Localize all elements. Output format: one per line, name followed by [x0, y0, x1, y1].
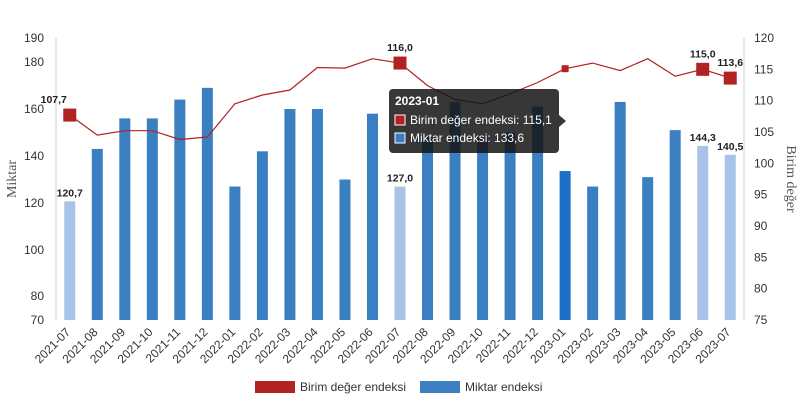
bar-miktar	[91, 148, 103, 320]
bar-data-label: 144,3	[690, 132, 716, 144]
right-axis-title: Birim değer	[783, 145, 798, 213]
bar-miktar	[284, 109, 296, 320]
bar-miktar	[532, 106, 544, 321]
bar-miktar	[614, 101, 626, 320]
bar-miktar	[449, 101, 461, 320]
tooltip: 2023-01 Birim değer endeksi: 115,1 Miktar …	[389, 89, 566, 153]
bar-miktar	[229, 186, 241, 320]
bar-miktar	[697, 145, 709, 320]
tooltip-swatch	[394, 132, 406, 144]
tooltip-title: 2023-01	[395, 94, 439, 108]
bar-miktar	[669, 130, 681, 320]
bar-miktar	[119, 118, 131, 321]
right-tick-label: 105	[754, 125, 774, 139]
bar-miktar	[146, 118, 158, 321]
line-marker	[63, 108, 77, 122]
left-tick-label: 100	[24, 243, 44, 257]
right-tick-label: 85	[754, 250, 768, 264]
bar-miktar	[587, 186, 599, 320]
legend: Birim değer endeksi Miktar endeksi	[255, 380, 542, 394]
tooltip-swatch	[394, 114, 406, 126]
bar-miktar	[724, 154, 736, 320]
bar-miktar	[504, 132, 516, 320]
left-tick-label: 70	[31, 313, 45, 327]
line-marker	[393, 56, 407, 70]
right-tick-label: 100	[754, 156, 774, 170]
left-tick-label: 120	[24, 196, 44, 210]
bar-miktar	[256, 151, 268, 320]
right-tick-label: 80	[754, 282, 768, 296]
bar-miktar	[422, 137, 434, 320]
legend-label: Miktar endeksi	[465, 380, 542, 394]
left-tick-label: 180	[24, 55, 44, 69]
legend-swatch	[420, 381, 460, 393]
right-tick-label: 120	[754, 31, 774, 45]
line-data-label: 107,7	[41, 94, 67, 106]
left-axis-title: Miktar	[5, 160, 20, 198]
bar-miktar	[201, 87, 213, 320]
line-marker	[696, 62, 710, 76]
right-tick-label: 115	[754, 62, 773, 76]
bar-miktar	[559, 171, 571, 320]
right-tick-label: 75	[754, 313, 768, 327]
bar-miktar	[64, 201, 76, 320]
bar-data-label: 120,7	[57, 187, 83, 199]
line-data-label: 116,0	[387, 42, 413, 54]
line-marker	[723, 71, 737, 85]
bars-layer	[64, 87, 736, 321]
tooltip-caret	[559, 115, 566, 127]
line-layer	[63, 56, 737, 141]
bar-miktar	[477, 137, 489, 320]
legend-label: Birim değer endeksi	[300, 380, 406, 394]
line-data-label: 113,6	[717, 57, 743, 69]
line-marker	[561, 65, 569, 73]
bar-data-label: 127,0	[387, 173, 413, 185]
right-tick-label: 90	[754, 219, 768, 233]
left-tick-label: 80	[31, 289, 45, 303]
line-data-label: 115,0	[690, 48, 716, 60]
left-tick-label: 160	[24, 102, 44, 116]
right-tick-label: 95	[754, 188, 768, 202]
bar-data-label: 140,5	[717, 141, 743, 153]
tooltip-box	[389, 89, 559, 153]
bar-miktar	[394, 186, 406, 320]
legend-swatch	[255, 381, 295, 393]
left-tick-label: 190	[24, 31, 44, 45]
right-tick-label: 110	[754, 94, 773, 108]
bar-miktar	[339, 179, 351, 320]
bar-miktar	[311, 109, 323, 320]
bar-miktar	[642, 177, 654, 320]
tooltip-row: Birim değer endeksi: 115,1	[410, 113, 552, 127]
bar-miktar	[366, 113, 378, 320]
bar-miktar	[174, 99, 186, 320]
tooltip-row: Miktar endeksi: 133,6	[410, 131, 524, 145]
left-tick-label: 140	[24, 149, 44, 163]
